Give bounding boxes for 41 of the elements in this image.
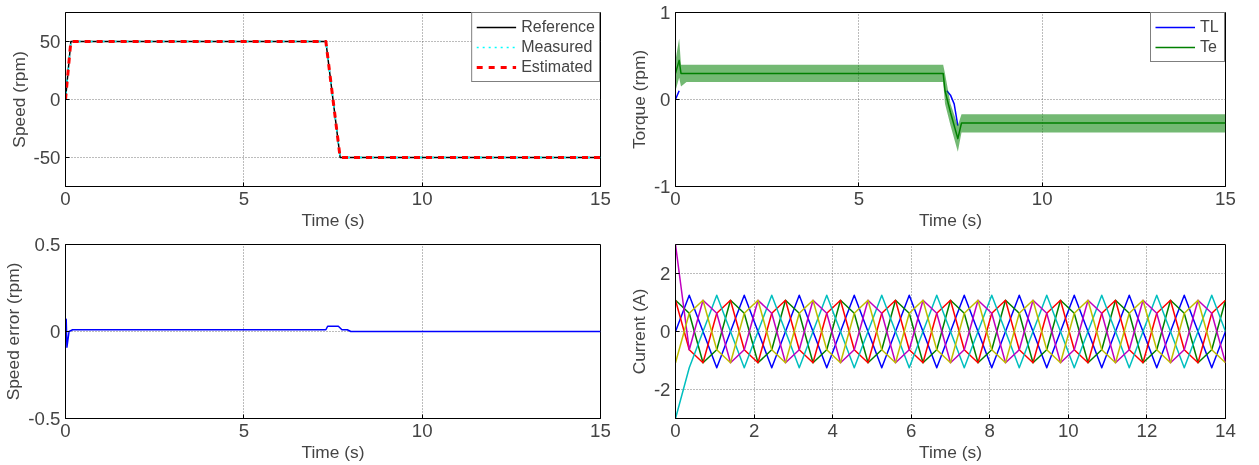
x-tick-label: 8 — [984, 419, 995, 441]
y-axis-title: Current (A) — [628, 288, 649, 375]
x-tick-label: 12 — [1136, 419, 1158, 441]
y-tick-label: 0 — [660, 321, 671, 342]
y-tick-label: 50 — [39, 31, 61, 52]
legend-label: Te — [1200, 38, 1218, 56]
legend-label: Reference — [521, 18, 595, 36]
y-tick-label: -2 — [653, 379, 671, 400]
x-axis-title: Time (s) — [301, 209, 365, 230]
x-tick-label: 15 — [1215, 187, 1236, 209]
x-tick-label: 2 — [748, 419, 760, 441]
x-tick-label: 5 — [238, 419, 250, 441]
y-tick-label: 0.5 — [34, 234, 61, 255]
y-tick-label: 0 — [50, 89, 61, 110]
y-tick-label: 2 — [660, 263, 671, 284]
x-tick-label: 6 — [906, 419, 917, 441]
x-axis-title: Time (s) — [301, 441, 365, 462]
y-tick-label: 0 — [50, 321, 61, 342]
y-axis-title: Torque (rpm) — [628, 49, 649, 150]
x-tick-label: 14 — [1215, 419, 1236, 441]
x-tick-label: 10 — [411, 187, 433, 209]
y-tick-label: -50 — [33, 147, 61, 168]
y-tick-label: 1 — [660, 2, 671, 23]
x-tick-label: 15 — [590, 419, 611, 441]
y-axis-title: Speed (rpm) — [8, 51, 29, 148]
x-axis-title: Time (s) — [919, 441, 982, 462]
y-tick-label: -1 — [653, 176, 671, 197]
legend-label: TL — [1200, 18, 1220, 36]
y-tick-label: -0.5 — [28, 408, 61, 429]
x-tick-label: 5 — [853, 187, 865, 209]
x-axis-title: Time (s) — [919, 209, 982, 230]
x-tick-label: 10 — [1031, 187, 1053, 209]
y-axis-title: Speed error (rpm) — [3, 262, 24, 401]
x-tick-label: 15 — [590, 187, 611, 209]
legend-label: Estimated — [521, 58, 593, 76]
x-tick-label: 10 — [1057, 419, 1079, 441]
x-tick-label: 4 — [827, 419, 838, 441]
y-tick-label: 0 — [660, 89, 671, 110]
x-tick-label: 5 — [238, 187, 250, 209]
x-tick-label: 10 — [411, 419, 433, 441]
legend-label: Measured — [521, 38, 593, 56]
